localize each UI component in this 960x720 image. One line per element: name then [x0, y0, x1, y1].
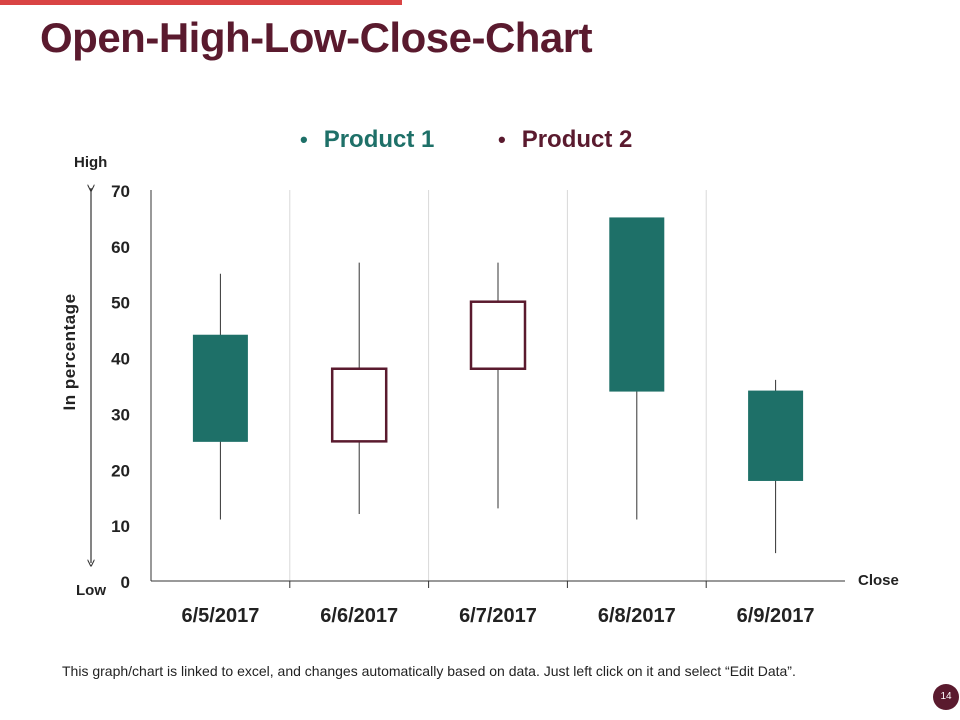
legend-label: Product 2	[521, 126, 633, 153]
x-tick-label: 6/7/2017	[459, 605, 537, 627]
page-title: Open-High-Low-Close-Chart	[40, 14, 593, 61]
y-tick-label: 70	[111, 182, 130, 201]
candle-body-down	[469, 300, 527, 370]
candle-body-down	[330, 367, 388, 443]
legend-bullet-icon: •	[498, 127, 506, 152]
x-tick-label: 6/8/2017	[598, 605, 676, 627]
y-tick-label: 60	[111, 238, 130, 257]
x-tick-label: 6/5/2017	[181, 605, 259, 627]
candle-body-up	[609, 217, 665, 392]
footnote: This graph/chart is linked to excel, and…	[62, 663, 796, 679]
y-tick-label: 40	[111, 350, 130, 369]
y-tick-label: 50	[111, 294, 130, 313]
y-tick-label: 10	[111, 517, 130, 536]
x-tick-label: 6/9/2017	[737, 605, 815, 627]
close-label: Close	[858, 572, 899, 589]
page-number-badge: 14	[933, 684, 959, 710]
y-tick-label: 30	[111, 405, 130, 424]
y-axis-title: In percentage	[60, 293, 79, 410]
y-tick-label: 20	[111, 461, 130, 480]
legend-bullet-icon: •	[300, 127, 308, 152]
x-tick-label: 6/6/2017	[320, 605, 398, 627]
legend-item-product-1[interactable]: • Product 1	[300, 126, 434, 154]
accent-bar	[0, 0, 402, 5]
candle-body-up	[192, 334, 248, 442]
legend-label: Product 1	[323, 126, 435, 153]
y-tick-label: 0	[121, 573, 130, 592]
legend-item-product-2[interactable]: • Product 2	[498, 126, 632, 154]
candle-body-up	[748, 390, 804, 481]
low-label: Low	[76, 582, 106, 599]
high-label: High	[74, 154, 107, 171]
